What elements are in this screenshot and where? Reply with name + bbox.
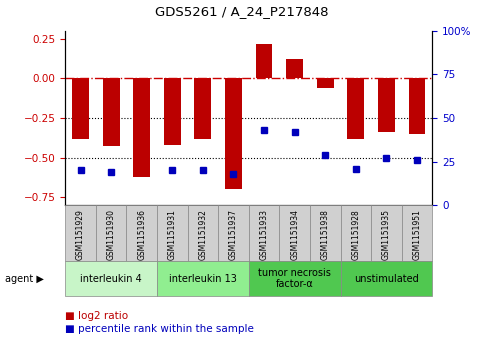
Bar	[164, 78, 181, 145]
Text: GSM1151932: GSM1151932	[199, 209, 207, 260]
Text: GSM1151934: GSM1151934	[290, 209, 299, 260]
Bar	[409, 78, 426, 134]
Bar	[72, 78, 89, 139]
Text: tumor necrosis
factor-α: tumor necrosis factor-α	[258, 268, 331, 289]
Text: ■ log2 ratio: ■ log2 ratio	[65, 311, 128, 321]
Text: GDS5261 / A_24_P217848: GDS5261 / A_24_P217848	[155, 5, 328, 19]
Text: GSM1151929: GSM1151929	[76, 209, 85, 260]
Bar	[256, 44, 272, 78]
Text: interleukin 13: interleukin 13	[169, 274, 237, 284]
Text: GSM1151931: GSM1151931	[168, 209, 177, 260]
Bar	[133, 78, 150, 176]
Text: GSM1151933: GSM1151933	[259, 209, 269, 260]
Text: GSM1151928: GSM1151928	[351, 209, 360, 260]
Bar	[103, 78, 119, 147]
Bar	[317, 78, 334, 88]
Text: GSM1151936: GSM1151936	[137, 209, 146, 260]
Text: unstimulated: unstimulated	[354, 274, 419, 284]
Text: GSM1151930: GSM1151930	[107, 209, 115, 260]
Text: GSM1151951: GSM1151951	[412, 209, 422, 260]
Text: agent ▶: agent ▶	[5, 274, 43, 284]
Bar	[225, 78, 242, 189]
Text: ■ percentile rank within the sample: ■ percentile rank within the sample	[65, 323, 254, 334]
Bar	[378, 78, 395, 132]
Bar	[286, 60, 303, 78]
Bar	[195, 78, 211, 139]
Text: GSM1151937: GSM1151937	[229, 209, 238, 260]
Bar	[347, 78, 364, 139]
Text: GSM1151938: GSM1151938	[321, 209, 330, 260]
Text: interleukin 4: interleukin 4	[80, 274, 142, 284]
Text: GSM1151935: GSM1151935	[382, 209, 391, 260]
